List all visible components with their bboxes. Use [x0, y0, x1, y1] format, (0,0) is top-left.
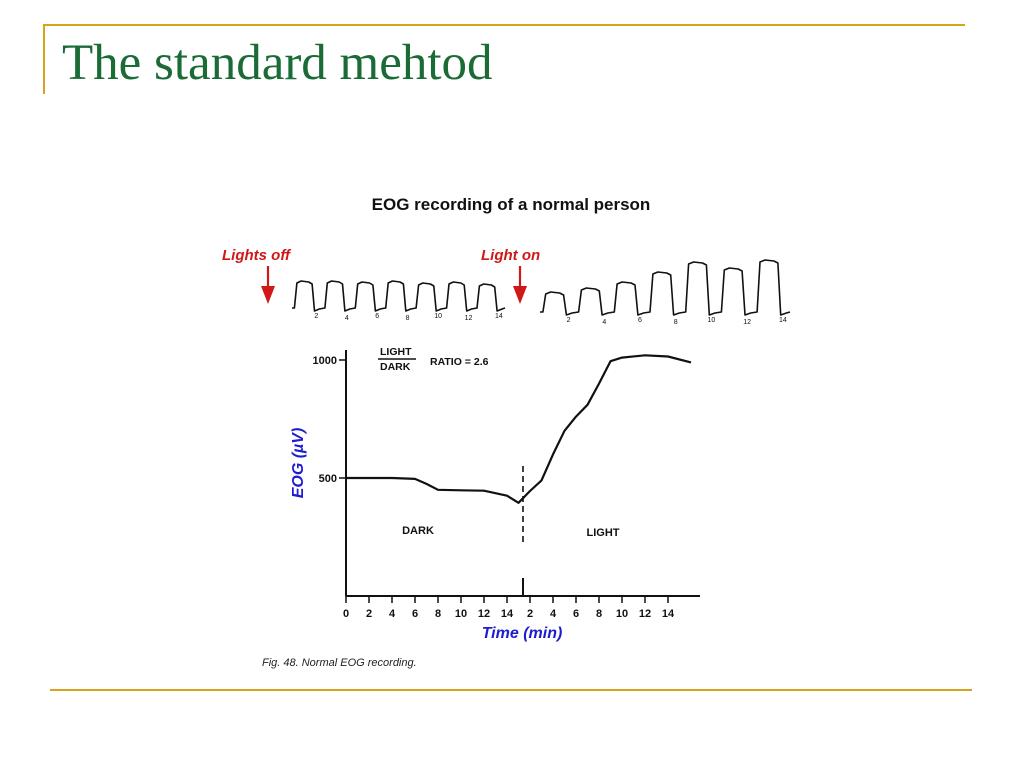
y-tick-label: 500 [319, 473, 337, 485]
trace-label: 10 [708, 317, 716, 324]
x-axis-label: Time (min) [482, 625, 563, 642]
x-tick-label: 0 [343, 608, 349, 620]
x-tick-label: 12 [639, 608, 651, 620]
ratio-denominator: DARK [380, 361, 411, 373]
trace-label: 4 [345, 315, 349, 322]
y-ticks: 500 1000 [313, 355, 346, 485]
trace-label: 10 [434, 313, 442, 320]
x-tick-label: 6 [573, 608, 579, 620]
x-tick-label: 12 [478, 608, 490, 620]
x-tick-label: 6 [412, 608, 418, 620]
frame-bottom-rule [50, 689, 972, 691]
ratio-annotation: LIGHT DARK RATIO = 2.6 [378, 346, 489, 373]
frame-top-rule [43, 24, 965, 26]
lights-off-arrow [261, 266, 275, 304]
y-tick-label: 1000 [313, 355, 337, 367]
x-tick-label: 14 [501, 608, 514, 620]
light-on-arrow [513, 266, 527, 304]
slide-title: The standard mehtod [62, 35, 493, 91]
trace-label: 6 [375, 313, 379, 320]
x-tick-label: 2 [366, 608, 372, 620]
light-on-label: Light on [481, 247, 540, 264]
eog-trace [292, 280, 506, 312]
eog-trace [540, 259, 791, 316]
trace-label: 8 [674, 319, 678, 326]
trace-label: 2 [567, 317, 571, 324]
trace-label: 14 [779, 317, 787, 324]
trace-label: 2 [314, 313, 318, 320]
raw-eog-traces: 2 4 6 8 10 12 14 2 4 6 8 10 12 14 [292, 259, 791, 326]
trace-label: 12 [743, 319, 751, 326]
x-tick-label: 8 [435, 608, 441, 620]
x-tick-label: 4 [550, 608, 557, 620]
trace-label: 4 [602, 319, 606, 326]
x-tick-label: 4 [389, 608, 396, 620]
phase-label-dark: DARK [402, 525, 434, 537]
x-tick-label: 10 [455, 608, 467, 620]
eog-series-line [346, 354, 692, 504]
figure-caption: Fig. 48. Normal EOG recording. [262, 657, 417, 669]
ratio-text: RATIO = 2.6 [430, 356, 489, 368]
frame-left-rule [43, 24, 45, 94]
x-tick-label: 2 [527, 608, 533, 620]
x-tick-label: 8 [596, 608, 602, 620]
ratio-numerator: LIGHT [380, 346, 412, 358]
trace-label: 14 [495, 313, 503, 320]
x-ticks: 0 2 4 6 8 10 12 14 2 4 6 8 10 12 14 [343, 596, 675, 620]
trace-label: 8 [406, 315, 410, 322]
chart-title: EOG recording of a normal person [372, 195, 651, 214]
trace-label: 12 [465, 315, 473, 322]
phase-label-light: LIGHT [587, 527, 620, 539]
x-tick-label: 14 [662, 608, 675, 620]
y-axis-label: EOG (µV) [290, 428, 307, 499]
x-tick-label: 10 [616, 608, 628, 620]
trace-label: 6 [638, 317, 642, 324]
lights-off-label: Lights off [222, 247, 292, 264]
